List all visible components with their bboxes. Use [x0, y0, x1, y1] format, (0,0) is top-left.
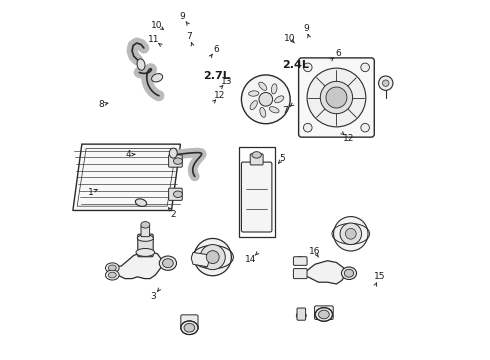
FancyBboxPatch shape — [181, 315, 198, 329]
Text: 4: 4 — [125, 150, 131, 159]
Polygon shape — [73, 144, 180, 211]
Text: 2.4L: 2.4L — [282, 60, 309, 70]
Circle shape — [200, 244, 225, 270]
Circle shape — [303, 63, 312, 72]
Circle shape — [242, 75, 290, 124]
Polygon shape — [114, 252, 163, 279]
Circle shape — [345, 228, 356, 239]
Ellipse shape — [270, 107, 279, 113]
Circle shape — [307, 68, 366, 127]
Text: 15: 15 — [374, 272, 385, 281]
Ellipse shape — [105, 263, 119, 273]
Text: 12: 12 — [343, 134, 355, 143]
Ellipse shape — [173, 191, 182, 198]
Ellipse shape — [137, 59, 145, 70]
Text: 8: 8 — [98, 100, 104, 109]
Circle shape — [334, 217, 368, 251]
Ellipse shape — [108, 272, 116, 278]
Ellipse shape — [159, 256, 176, 270]
FancyBboxPatch shape — [297, 308, 306, 320]
Circle shape — [303, 123, 312, 132]
Ellipse shape — [296, 312, 306, 319]
Text: 12: 12 — [214, 91, 225, 100]
Polygon shape — [300, 261, 345, 284]
Ellipse shape — [318, 310, 329, 319]
Ellipse shape — [184, 323, 195, 332]
Text: 10: 10 — [151, 21, 163, 30]
Ellipse shape — [105, 270, 119, 280]
FancyBboxPatch shape — [141, 226, 149, 237]
Ellipse shape — [173, 158, 182, 164]
Text: 11: 11 — [148, 35, 159, 44]
FancyBboxPatch shape — [315, 306, 333, 319]
Ellipse shape — [344, 269, 354, 277]
FancyBboxPatch shape — [242, 162, 272, 232]
Ellipse shape — [274, 96, 284, 103]
Ellipse shape — [135, 199, 147, 206]
Text: 14: 14 — [245, 255, 256, 264]
Text: 9: 9 — [179, 12, 185, 21]
Text: 13: 13 — [221, 77, 233, 86]
FancyBboxPatch shape — [294, 269, 307, 279]
Ellipse shape — [259, 82, 267, 90]
Ellipse shape — [141, 222, 150, 228]
Circle shape — [326, 87, 347, 108]
Polygon shape — [191, 252, 209, 267]
Circle shape — [383, 80, 389, 86]
Circle shape — [361, 123, 369, 132]
Circle shape — [340, 223, 362, 244]
Circle shape — [206, 251, 219, 264]
FancyBboxPatch shape — [138, 234, 153, 257]
Text: 1: 1 — [88, 188, 94, 197]
Text: 9: 9 — [303, 24, 309, 33]
Ellipse shape — [108, 265, 116, 271]
Text: 7: 7 — [282, 105, 288, 114]
Ellipse shape — [271, 84, 277, 94]
Ellipse shape — [294, 257, 305, 265]
FancyBboxPatch shape — [169, 155, 182, 167]
Text: 6: 6 — [214, 45, 219, 54]
Circle shape — [259, 93, 272, 106]
Circle shape — [379, 76, 393, 90]
Ellipse shape — [260, 107, 266, 117]
FancyBboxPatch shape — [298, 58, 374, 137]
Ellipse shape — [170, 148, 177, 158]
Text: 16: 16 — [309, 247, 320, 256]
Text: 2.7L: 2.7L — [203, 71, 230, 81]
Circle shape — [361, 63, 369, 72]
Text: 2: 2 — [171, 210, 176, 219]
Ellipse shape — [181, 321, 198, 334]
Ellipse shape — [252, 152, 261, 158]
Text: 5: 5 — [280, 154, 286, 163]
Ellipse shape — [248, 91, 259, 96]
Text: 6: 6 — [335, 49, 341, 58]
Ellipse shape — [342, 267, 357, 279]
Ellipse shape — [136, 248, 155, 256]
Text: 7: 7 — [187, 32, 192, 41]
FancyBboxPatch shape — [250, 154, 263, 165]
FancyBboxPatch shape — [294, 257, 307, 265]
Circle shape — [194, 238, 231, 276]
Text: 10: 10 — [284, 34, 295, 43]
Circle shape — [320, 81, 353, 114]
Ellipse shape — [250, 101, 257, 110]
Ellipse shape — [315, 308, 333, 321]
Ellipse shape — [163, 259, 173, 268]
Text: 3: 3 — [151, 292, 156, 301]
Bar — [239, 147, 275, 237]
Ellipse shape — [151, 73, 163, 82]
FancyBboxPatch shape — [169, 188, 182, 201]
Ellipse shape — [137, 235, 153, 241]
